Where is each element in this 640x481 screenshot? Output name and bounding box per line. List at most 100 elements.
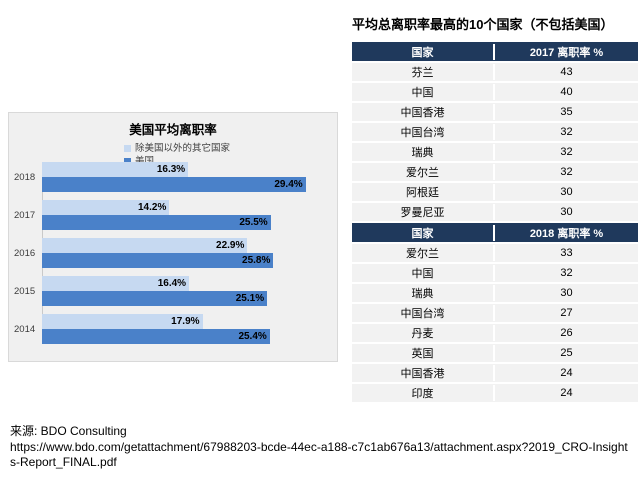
table-cell-rate: 43 [560,66,573,78]
bar-us-2015: 25.1% [42,291,268,306]
table-cell-country: 丹麦 [352,325,495,341]
bar-value-label: 17.9% [171,316,200,327]
bar-other-2017: 14.2% [42,200,170,215]
bar-other-2014: 17.9% [42,314,203,329]
table-cell-country: 瑞典 [352,144,495,160]
table-cell-rate: 32 [560,146,573,158]
table-cell-rate: 24 [560,387,573,399]
source-label: 来源: BDO Consulting [10,424,127,438]
year-label-2018: 2018 [14,171,36,183]
table-cell-rate: 40 [560,86,573,98]
table-row: 中国 32 [352,264,638,282]
bar-group-2015: 2015 16.4% 25.1% [9,276,337,306]
bar-col-2014: 17.9% 25.4% [42,314,329,344]
top10-table: 平均总离职率最高的10个国家（不包括美国） 国家 2017 离职率 % 芬兰 43 中国… [352,14,638,404]
table-cell-country: 芬兰 [352,64,495,80]
legend-item-us: 美国 [124,155,337,168]
table-row: 印度 24 [352,384,638,402]
bar-us-2017: 25.5% [42,215,271,230]
legend-swatch-us [124,158,131,165]
bar-us-2016: 25.8% [42,253,274,268]
table-cell-rate: 27 [560,307,573,319]
table-cell-rate: 32 [560,166,573,178]
table-cell-country: 瑞典 [352,285,495,301]
table-cell-country: 中国台湾 [352,124,495,140]
table-header-country: 国家 [352,224,495,241]
table-cell-rate: 26 [560,327,573,339]
table-cell-country: 爱尔兰 [352,245,495,261]
bar-group-2016: 2016 22.9% 25.8% [9,238,337,268]
bar-col-2016: 22.9% 25.8% [42,238,329,268]
bar-value-label: 25.8% [242,255,271,266]
table-sections: 国家 2017 离职率 % 芬兰 43 中国 40 中国香港 35 中国台湾 32 瑞典 32 爱尔兰 3… [352,42,638,402]
table-cell-country: 中国香港 [352,104,495,120]
table-cell-rate: 24 [560,367,573,379]
bar-other-2015: 16.4% [42,276,190,291]
table-cell-rate: 25 [560,347,573,359]
table-cell-country: 中国 [352,84,495,100]
table-row: 阿根廷 30 [352,183,638,201]
bar-col-2017: 14.2% 25.5% [42,200,329,230]
table-cell-rate: 30 [560,206,573,218]
bar-us-2014: 25.4% [42,329,270,344]
bar-value-label: 16.4% [157,278,187,289]
chart-legend: 除美国以外的其它国家 美国 [124,142,337,168]
table-row: 中国香港 35 [352,103,638,121]
table-row: 爱尔兰 33 [352,244,638,262]
year-label-2016: 2016 [14,247,36,259]
table-cell-country: 英国 [352,345,495,361]
table-cell-rate: 32 [560,126,573,138]
chart-title: 美国平均离职率 [129,123,217,137]
table-cell-country: 阿根廷 [352,184,495,200]
table-cell-country: 中国 [352,265,495,281]
legend-label-us: 美国 [135,155,154,168]
bar-other-2016: 22.9% [42,238,248,253]
table-header-rate: 2018 离职率 % [529,227,604,240]
legend-item-other-countries: 除美国以外的其它国家 [124,142,337,155]
table-cell-rate: 30 [560,186,573,198]
bar-us-2018: 29.4% [42,177,306,192]
table-header-rate: 2017 离职率 % [529,46,604,59]
table-cell-rate: 32 [560,267,573,279]
table-row: 罗曼尼亚 30 [352,203,638,221]
bar-value-label: 29.4% [274,179,303,190]
table-cell-country: 中国台湾 [352,305,495,321]
bar-group-2017: 2017 14.2% 25.5% [9,200,337,230]
table-row: 英国 25 [352,344,638,362]
table-cell-rate: 35 [560,106,573,118]
table-row: 瑞典 32 [352,143,638,161]
chart-plot-area: 2018 16.3% 29.4% 2017 14.2% 25.5% 2016 22.9% 25.… [9,162,337,352]
table-row: 瑞典 30 [352,284,638,302]
bar-col-2018: 16.3% 29.4% [42,162,329,192]
table-cell-rate: 30 [560,287,573,299]
bar-other-2018: 16.3% [42,162,189,177]
year-label-2017: 2017 [14,209,36,221]
bar-value-label: 22.9% [216,240,245,251]
table-cell-country: 罗曼尼亚 [352,204,495,220]
legend-swatch-other [124,145,131,152]
year-label-2015: 2015 [14,285,36,297]
bar-value-label: 16.3% [156,164,186,175]
table-cell-country: 印度 [352,385,495,401]
bar-value-label: 25.1% [235,293,265,304]
table-row: 丹麦 26 [352,324,638,342]
source-block: 来源: BDO Consulting https://www.bdo.com/g… [10,424,628,471]
year-label-2014: 2014 [14,323,36,335]
table-row: 中国台湾 27 [352,304,638,322]
table-row: 中国台湾 32 [352,123,638,141]
bar-value-label: 25.5% [239,217,268,228]
bar-group-2018: 2018 16.3% 29.4% [9,162,337,192]
table-row: 爱尔兰 32 [352,163,638,181]
table-row: 芬兰 43 [352,63,638,81]
source-url: https://www.bdo.com/getattachment/679882… [10,439,628,470]
table-header-country: 国家 [352,43,495,60]
table-cell-country: 中国香港 [352,365,495,381]
bar-col-2015: 16.4% 25.1% [42,276,329,306]
bar-value-label: 14.2% [137,202,167,213]
bar-group-2014: 2014 17.9% 25.4% [9,314,337,344]
table-row: 中国 40 [352,83,638,101]
us-turnover-chart: 美国平均离职率 除美国以外的其它国家 美国 2018 16.3% 29.4% 2017… [8,112,338,362]
bar-value-label: 25.4% [238,331,267,342]
legend-label-other: 除美国以外的其它国家 [135,143,231,154]
